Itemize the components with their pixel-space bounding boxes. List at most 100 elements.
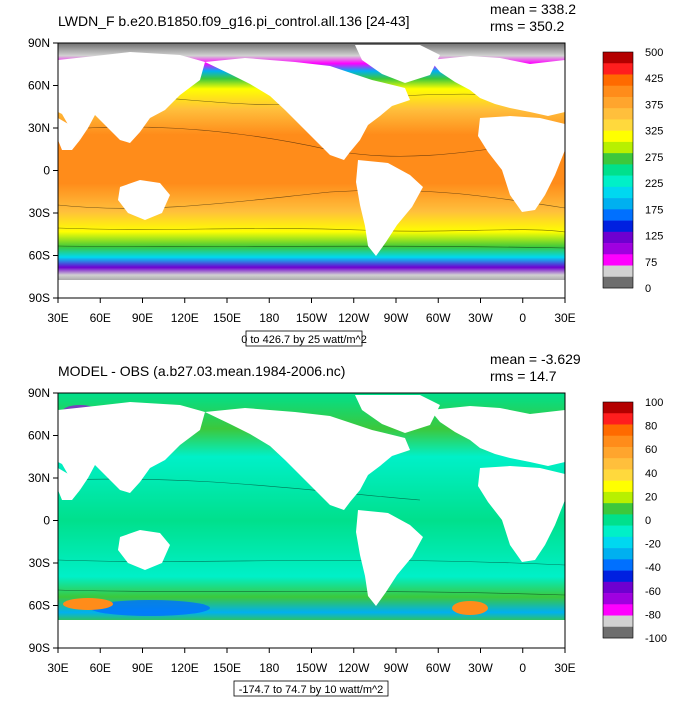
colorbar-swatch: [603, 276, 633, 289]
colorbar-swatch: [603, 153, 633, 165]
colorbar-label: 0: [645, 283, 651, 295]
colorbar-swatch: [603, 231, 633, 244]
stat-mean: mean = -3.629: [490, 351, 581, 367]
x-tick-label: 120W: [338, 661, 370, 675]
south-america: [356, 510, 423, 606]
colorbar-label: 175: [645, 204, 663, 216]
colorbar-swatch: [603, 570, 633, 583]
colorbar-swatch: [603, 480, 633, 493]
x-tick-label: 0: [519, 661, 526, 675]
colorbar-swatch: [603, 559, 633, 571]
x-tick-label: 120E: [171, 661, 199, 675]
antarctica: [58, 620, 565, 648]
colorbar-swatch: [603, 536, 633, 549]
colorbar-label: 60: [645, 444, 657, 456]
colorbar-swatch: [603, 220, 633, 233]
colorbar-label: 100: [645, 397, 663, 409]
colorbar-swatch: [603, 52, 633, 64]
y-tick-label: 90S: [29, 641, 50, 655]
x-tick-label: 150W: [296, 661, 328, 675]
arabia-india: [58, 468, 80, 500]
y-ticks-bottom: 90N 60N 30N 0 30S 60S 90S: [28, 386, 58, 655]
x-tick-label: 180: [259, 661, 279, 675]
y-tick-label: 90N: [28, 386, 50, 400]
colorbar-label: 0: [645, 515, 651, 527]
chart-svg-bottom: MODEL - OBS (a.b27.03.mean.1984-2006.nc)…: [28, 351, 667, 697]
colorbar-swatch: [603, 615, 633, 628]
map-plot: [58, 393, 565, 648]
chart-svg-top: LWDN_F b.e20.B1850.f09_g16.pi_control.al…: [28, 1, 663, 347]
x-tick-label: 150E: [213, 311, 241, 325]
y-tick-label: 30S: [29, 206, 50, 220]
x-tick-label: 120W: [338, 311, 370, 325]
north-america: [205, 58, 410, 160]
colorbar-label: 125: [645, 231, 663, 243]
colorbar-label: 75: [645, 257, 657, 269]
colorbar-swatch: [603, 96, 633, 109]
colorbar-label: 225: [645, 178, 663, 190]
colorbar-swatch: [603, 108, 633, 120]
x-ticks-bottom: 30E 60E 90E 120E 150E 180 150W 120W 90W 60W 30W 0 30…: [47, 648, 576, 675]
y-ticks-top: 90N 60N 30N 0 30S 60S 90S: [28, 36, 58, 305]
colorbar-label: 325: [645, 126, 663, 138]
landmasses: [58, 45, 565, 298]
colorbar-label: 275: [645, 152, 663, 164]
colorbar-swatch: [603, 402, 633, 414]
x-tick-label: 150E: [213, 661, 241, 675]
y-tick-label: 30S: [29, 556, 50, 570]
colorbar-swatch: [603, 198, 633, 210]
north-america: [205, 408, 410, 510]
colorbar-swatch: [603, 469, 633, 481]
colorbar-label: 20: [645, 491, 657, 503]
x-tick-label: 60E: [90, 311, 111, 325]
colorbar-label: -40: [645, 562, 661, 574]
x-tick-label: 90E: [132, 311, 153, 325]
y-tick-label: 30N: [28, 121, 50, 135]
australia: [118, 530, 170, 570]
x-tick-label: 60E: [90, 661, 111, 675]
colorbar-swatch: [603, 458, 633, 470]
y-tick-label: 30N: [28, 471, 50, 485]
colorbar-swatch: [603, 413, 633, 425]
australia: [118, 180, 170, 220]
y-tick-label: 0: [43, 514, 50, 528]
eurasia: [58, 52, 205, 143]
south-america: [356, 160, 423, 256]
chart-panel-bottom: MODEL - OBS (a.b27.03.mean.1984-2006.nc)…: [0, 350, 700, 700]
x-tick-label: 60W: [426, 661, 451, 675]
colorbar-swatch: [603, 525, 633, 538]
y-tick-label: 0: [43, 164, 50, 178]
colorbar-swatch: [603, 581, 633, 594]
antarctica: [58, 280, 565, 298]
colorbar-swatch: [603, 243, 633, 255]
stat-rms: rms = 14.7: [490, 368, 557, 384]
colorbar-swatch: [603, 186, 633, 199]
arabia-india: [58, 118, 80, 150]
greenland: [355, 395, 440, 433]
x-tick-label: 90W: [384, 311, 409, 325]
x-ticks-top: 30E 60E 90E 120E 150E 180 150W 120W 90W 60W 30W 0 30…: [47, 298, 576, 325]
landmasses: [58, 395, 565, 648]
colorbar-swatch: [603, 164, 633, 176]
colorbar-top: 500 425 375 325 275 225 175 125 75 0: [602, 47, 663, 295]
eurasia: [58, 402, 205, 493]
greenland: [355, 45, 440, 83]
colorbar-label: 375: [645, 99, 663, 111]
colorbar-swatch: [603, 514, 633, 526]
africa: [478, 116, 565, 212]
colorbar-label: -20: [645, 539, 661, 551]
map-plot: [58, 43, 565, 298]
x-tick-label: 30W: [468, 661, 493, 675]
africa: [478, 466, 565, 562]
colorbar-label: -80: [645, 609, 661, 621]
colorbar-swatch: [603, 446, 633, 459]
x-tick-label: 30E: [554, 311, 575, 325]
x-tick-label: 30W: [468, 311, 493, 325]
colorbar-label: 425: [645, 73, 663, 85]
contour-info: -174.7 to 74.7 by 10 watt/m^2: [239, 684, 384, 696]
colorbar-swatch: [603, 141, 633, 154]
x-tick-label: 30E: [554, 661, 575, 675]
y-tick-label: 90S: [29, 291, 50, 305]
y-tick-label: 60S: [29, 599, 50, 613]
x-tick-label: 90E: [132, 661, 153, 675]
